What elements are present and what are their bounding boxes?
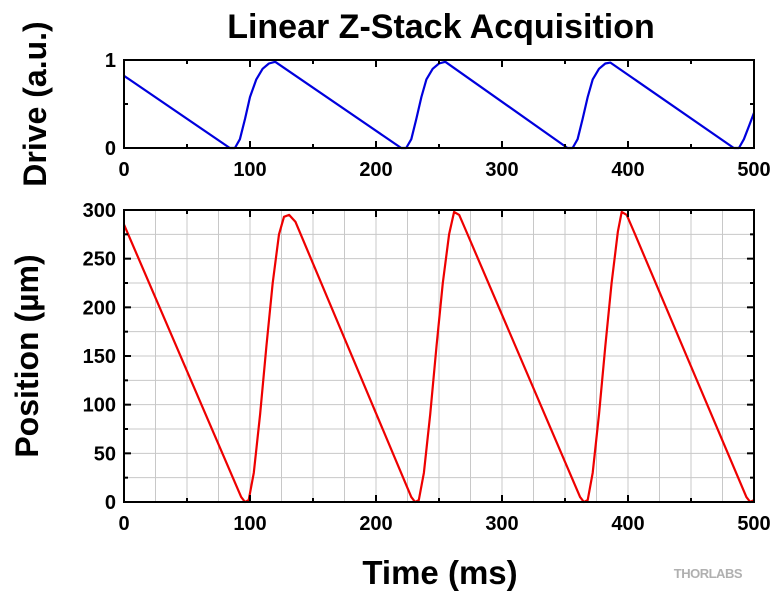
position-tick-labels: 0 100 200 300 400 500 0 50 100 150 200 250 300 [83,200,771,535]
drive-ticks [123,59,755,149]
position-panel: 0 100 200 300 400 500 0 50 100 150 200 250 300 Posit… [9,200,771,591]
drive-x-tick-label: 200 [359,159,392,181]
drive-series-line [123,60,756,150]
position-y-tick-label: 250 [83,249,116,271]
position-y-tick-label: 200 [83,297,116,319]
drive-tick-labels: 0 100 200 300 400 500 0 1 [105,50,771,181]
position-x-tick-label: 0 [118,513,129,535]
position-y-tick-label: 150 [83,346,116,368]
position-x-tick-label: 200 [359,513,392,535]
position-grid [123,209,755,503]
drive-x-tick-label: 100 [233,159,266,181]
position-y-axis-label: Position (µm) [9,254,45,457]
position-x-tick-label: 500 [737,513,770,535]
position-y-tick-label: 300 [83,200,116,222]
drive-x-tick-label: 500 [737,159,770,181]
chart-title: Linear Z-Stack Acquisition [227,8,655,46]
x-axis-label: Time (ms) [362,554,517,591]
drive-y-tick-label: 1 [105,50,116,72]
position-y-tick-label: 0 [105,492,116,514]
position-y-tick-label: 50 [94,443,116,465]
drive-y-axis-label: Drive (a.u.) [17,21,53,186]
position-y-tick-label: 100 [83,395,116,417]
drive-panel: 0 100 200 300 400 500 0 1 Drive (a.u.) [17,21,771,186]
drive-x-tick-label: 0 [118,159,129,181]
drive-x-tick-label: 300 [485,159,518,181]
position-ticks [123,209,755,503]
position-x-tick-label: 400 [611,513,644,535]
position-x-tick-label: 300 [485,513,518,535]
position-series-line [122,210,755,504]
drive-x-tick-label: 400 [611,159,644,181]
position-x-tick-label: 100 [233,513,266,535]
drive-plot-frame [123,59,755,149]
thorlabs-watermark: THORLABS [674,566,743,581]
drive-y-tick-label: 0 [105,138,116,160]
